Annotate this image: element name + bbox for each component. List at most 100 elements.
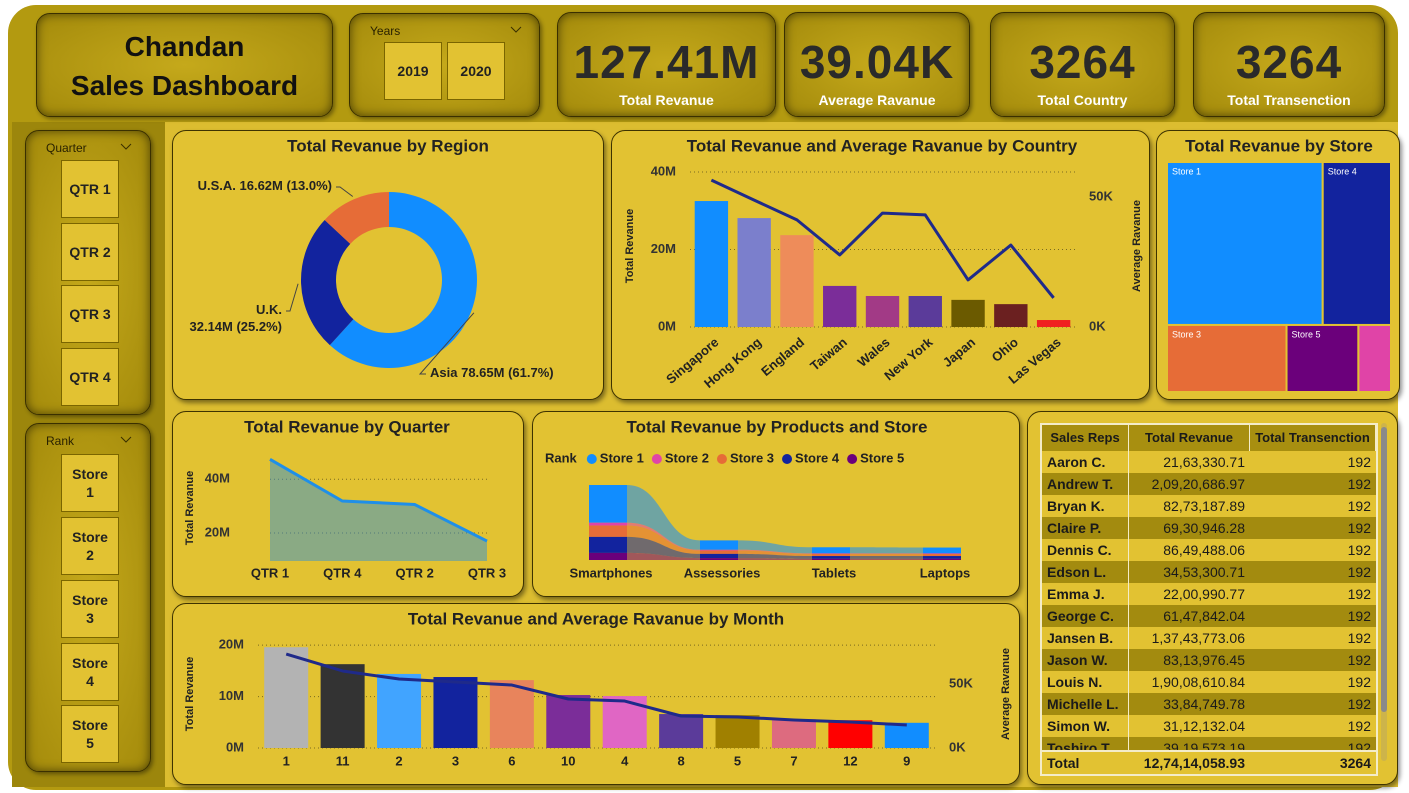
table-cell: 192 (1347, 608, 1371, 624)
kpi-value: 3264 (1235, 36, 1343, 88)
kpi-value: 127.41M (573, 36, 760, 88)
table-cell: 86,49,488.06 (1163, 542, 1245, 558)
table-row: Claire P. 69,30,946.28 192 (1042, 517, 1376, 539)
kpi-value: 39.04K (799, 36, 955, 88)
table-cell: Louis N. (1042, 671, 1129, 693)
scroll-thumb[interactable] (1381, 427, 1387, 712)
table-cell: 2,09,20,686.97 (1151, 476, 1245, 492)
kpi-card: 3264 Total Country (990, 12, 1175, 117)
table-cell: 192 (1347, 564, 1371, 580)
table-cell: 192 (1347, 498, 1371, 514)
slicer-label: Quarter (46, 141, 87, 155)
table-row: Jason W. 83,13,976.45 192 (1042, 649, 1376, 671)
table-cell: 192 (1347, 696, 1371, 712)
table-body: Aaron C. 21,63,330.71 192 Andrew T. 2,09,20,… (1042, 451, 1376, 756)
table-row: Bryan K. 82,73,187.89 192 (1042, 495, 1376, 517)
table-cell: 31,12,132.04 (1163, 718, 1245, 734)
table-row: Louis N. 1,90,08,610.84 192 (1042, 671, 1376, 693)
region-panel (172, 130, 604, 400)
slicer-button[interactable]: Store 5 (61, 705, 119, 763)
table-row: Jansen B. 1,37,43,773.06 192 (1042, 627, 1376, 649)
title-card: Chandan Sales Dashboard (36, 13, 333, 117)
slicer-button[interactable]: 2020 (447, 42, 505, 100)
kpi-card: 39.04K Average Ravanue (784, 12, 970, 117)
table-cell: 69,30,946.28 (1163, 520, 1245, 536)
quarter-panel (172, 411, 524, 597)
table-row: Emma J. 22,00,990.77 192 (1042, 583, 1376, 605)
kpi-label: Total Country (1037, 92, 1128, 108)
table-cell: 192 (1347, 476, 1371, 492)
table-cell: Andrew T. (1042, 473, 1129, 495)
slicer-label: Rank (46, 434, 75, 448)
slicer-button[interactable]: 2019 (384, 42, 442, 100)
table-cell: 192 (1347, 674, 1371, 690)
table-cell: Dennis C. (1042, 539, 1129, 561)
quarter-slicer: Quarter QTR 1 QTR 2 QTR 3 QTR 4 (25, 130, 151, 415)
header-cell: Sales Reps (1042, 425, 1129, 451)
table-cell: Emma J. (1042, 583, 1129, 605)
table-cell: 61,47,842.04 (1163, 608, 1245, 624)
years-slicer: Years 2019 2020 (349, 13, 540, 117)
table-row: Aaron C. 21,63,330.71 192 (1042, 451, 1376, 473)
table-cell: Edson L. (1042, 561, 1129, 583)
table-cell: Jason W. (1042, 649, 1129, 671)
kpi-card: 127.41M Total Revanue (557, 12, 776, 117)
slicer-button[interactable]: QTR 3 (61, 285, 119, 343)
slicer-button[interactable]: Store 3 (61, 580, 119, 638)
rank-slicer: Rank Store 1 Store 2 Store 3 Store 4 Sto… (25, 423, 151, 772)
slicer-button[interactable]: Store 4 (61, 643, 119, 701)
table-cell: 22,00,990.77 (1163, 586, 1245, 602)
table-cell: 83,13,976.45 (1163, 652, 1245, 668)
table-cell: 34,53,300.71 (1163, 564, 1245, 580)
slicer-button[interactable]: QTR 1 (61, 160, 119, 218)
table-cell: Simon W. (1042, 715, 1129, 737)
total-row: Total 12,74,14,058.93 3264 (1042, 750, 1376, 774)
table-row: Dennis C. 86,49,488.06 192 (1042, 539, 1376, 561)
table-cell: 192 (1347, 542, 1371, 558)
table-cell: 21,63,330.71 (1163, 454, 1245, 470)
table-cell: 192 (1347, 652, 1371, 668)
products-panel (532, 411, 1020, 597)
table-cell: 192 (1347, 520, 1371, 536)
slicer-button[interactable]: QTR 4 (61, 348, 119, 406)
slicer-button[interactable]: QTR 2 (61, 223, 119, 281)
kpi-label: Average Ravanue (818, 92, 936, 108)
table-cell: 192 (1347, 454, 1371, 470)
table-cell: 1,37,43,773.06 (1151, 630, 1245, 646)
sales-table: Sales Reps Total Revanue Total Transenctio… (1040, 423, 1378, 776)
table-cell: 82,73,187.89 (1163, 498, 1245, 514)
country-panel (611, 130, 1150, 400)
table-cell: 192 (1347, 630, 1371, 646)
table-cell: Michelle L. (1042, 693, 1129, 715)
title: Chandan (124, 31, 245, 62)
total-cell: 12,74,14,058.93 (1143, 755, 1245, 771)
table-cell: 192 (1347, 586, 1371, 602)
slicer-button[interactable]: Store 2 (61, 517, 119, 575)
table-cell: 192 (1347, 718, 1371, 734)
kpi-value: 3264 (1029, 36, 1136, 88)
table-row: George C. 61,47,842.04 192 (1042, 605, 1376, 627)
table-cell: George C. (1042, 605, 1129, 627)
table-cell: 1,90,08,610.84 (1151, 674, 1245, 690)
slicer-label: Years (370, 24, 401, 38)
slicer-button[interactable]: Store 1 (61, 454, 119, 512)
table-row: Michelle L. 33,84,749.78 192 (1042, 693, 1376, 715)
table-row: Andrew T. 2,09,20,686.97 192 (1042, 473, 1376, 495)
table-cell: Claire P. (1042, 517, 1129, 539)
scrollbar[interactable] (1381, 423, 1387, 761)
header-cell: Total Revanue (1129, 425, 1250, 451)
chevron[interactable] (510, 26, 522, 34)
chevron[interactable] (120, 436, 132, 444)
total-cell: Total (1047, 755, 1080, 771)
table-row: Simon W. 31,12,132.04 192 (1042, 715, 1376, 737)
table-cell: Bryan K. (1042, 495, 1129, 517)
chevron[interactable] (120, 143, 132, 151)
table-cell: Aaron C. (1042, 451, 1129, 473)
table-cell: Jansen B. (1042, 627, 1129, 649)
title: Sales Dashboard (70, 70, 299, 101)
kpi-label: Total Transenction (1227, 92, 1351, 108)
kpi-label: Total Revanue (619, 92, 714, 108)
total-cell: 3264 (1339, 755, 1371, 771)
store-panel (1156, 130, 1400, 400)
